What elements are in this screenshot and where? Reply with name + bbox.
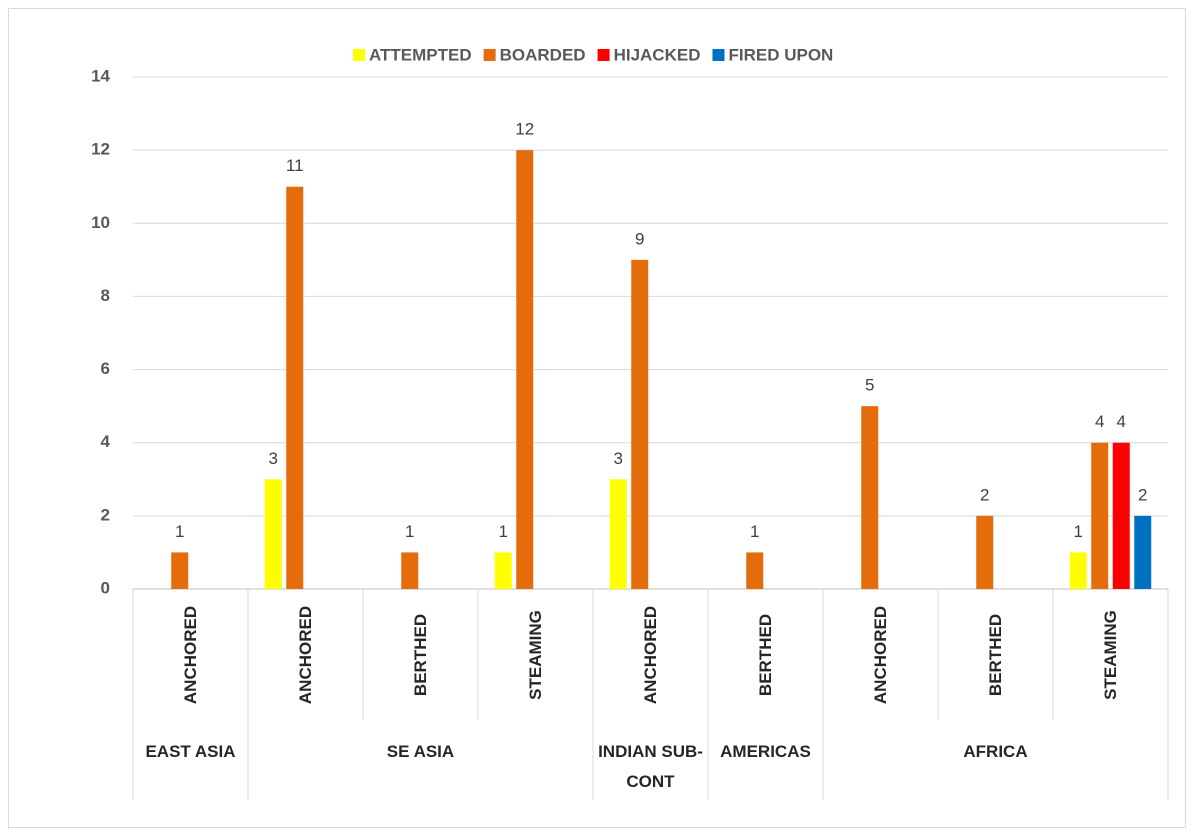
data-label: 3: [614, 449, 623, 468]
group-label: INDIAN SUB-CONT: [598, 742, 703, 791]
data-label: 9: [635, 229, 644, 248]
y-tick-label: 0: [101, 578, 110, 597]
data-label: 1: [405, 522, 414, 541]
chart-border: [8, 8, 1186, 828]
bar: [494, 552, 512, 589]
y-tick-label: 10: [91, 213, 110, 232]
legend-label: ATTEMPTED: [369, 45, 472, 64]
data-label: 2: [1138, 485, 1147, 504]
legend-label: HIJACKED: [614, 45, 701, 64]
x-tick-label: STEAMING: [526, 610, 545, 700]
data-label: 11: [286, 156, 304, 175]
group-label: SE ASIA: [386, 742, 455, 761]
legend-swatch: [712, 49, 725, 61]
y-tick-label: 4: [101, 432, 111, 451]
x-tick-label: ANCHORED: [641, 606, 660, 704]
x-tick-label: ANCHORED: [296, 606, 315, 704]
bar: [609, 479, 627, 589]
legend-swatch: [597, 49, 610, 61]
legend-label: FIRED UPON: [728, 45, 833, 64]
bar: [264, 479, 282, 589]
x-tick-label: BERTHED: [986, 614, 1005, 696]
data-label: 1: [175, 522, 184, 541]
bar: [1091, 442, 1109, 589]
data-label: 4: [1095, 412, 1104, 431]
bar: [171, 552, 189, 589]
legend-swatch: [483, 49, 496, 61]
x-tick-label: BERTHED: [411, 614, 430, 696]
bar: [631, 259, 649, 589]
x-tick-label: ANCHORED: [871, 606, 890, 704]
bar: [1069, 552, 1087, 589]
bar: [286, 186, 304, 589]
bar: [976, 515, 994, 589]
bar: [401, 552, 419, 589]
bar: [1112, 442, 1130, 589]
data-label: 5: [865, 376, 874, 395]
data-label: 3: [269, 449, 278, 468]
legend-swatch: [353, 49, 365, 61]
bar: [516, 150, 534, 589]
y-tick-label: 14: [91, 66, 110, 85]
bar: [1134, 515, 1152, 589]
data-label: 1: [499, 522, 508, 541]
x-tick-label: STEAMING: [1101, 610, 1120, 700]
data-label: 4: [1117, 412, 1126, 431]
bar: [861, 406, 879, 589]
data-label: 1: [1074, 522, 1083, 541]
x-tick-label: ANCHORED: [181, 606, 200, 704]
y-tick-label: 8: [101, 286, 110, 305]
group-label: AFRICA: [963, 742, 1028, 761]
bar: [746, 552, 764, 589]
group-label: EAST ASIA: [145, 742, 236, 761]
y-tick-label: 12: [91, 140, 110, 159]
data-label: 1: [750, 522, 759, 541]
x-tick-label: BERTHED: [756, 614, 775, 696]
legend-label: BOARDED: [500, 45, 586, 64]
y-tick-label: 6: [101, 359, 110, 378]
data-label: 12: [515, 120, 534, 139]
y-tick-label: 2: [101, 505, 110, 524]
group-label: AMERICAS: [720, 742, 811, 761]
data-label: 2: [980, 485, 989, 504]
